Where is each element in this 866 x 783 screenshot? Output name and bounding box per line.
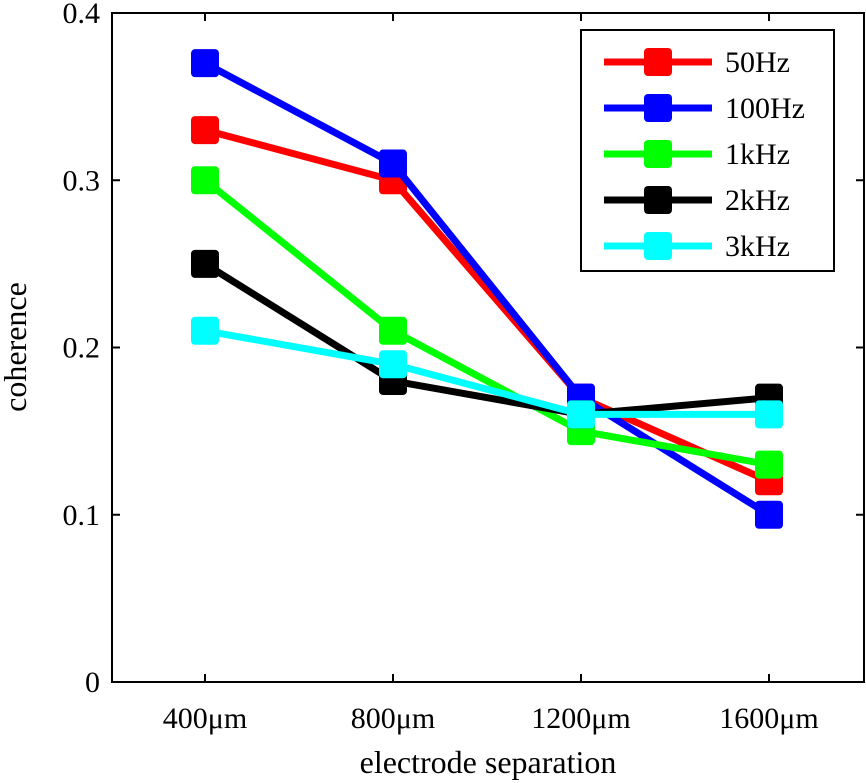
legend-marker-1khz — [644, 140, 672, 168]
y-tick-label: 0.1 — [63, 499, 101, 532]
legend-label-3khz: 3kHz — [725, 230, 790, 263]
y-tick-label: 0.4 — [63, 0, 101, 30]
legend-marker-2khz — [644, 186, 672, 214]
data-point-3khz — [567, 400, 595, 429]
legend-marker-50hz — [644, 48, 672, 76]
series-layer — [191, 49, 783, 529]
data-point-3khz — [191, 316, 219, 345]
x-tick-label: 400μm — [163, 702, 247, 735]
series-line-2khz — [203, 260, 770, 418]
data-point-3khz — [755, 400, 783, 429]
data-point-100hz — [191, 49, 219, 78]
series-line-50hz — [204, 126, 771, 485]
series-line-100hz — [203, 60, 771, 518]
data-point-2khz — [191, 249, 219, 278]
data-point-1khz — [191, 166, 219, 195]
x-tick-label: 800μm — [351, 702, 435, 735]
data-point-3khz — [379, 350, 407, 379]
legend-marker-100hz — [644, 94, 672, 122]
y-axis-title: coherence — [0, 282, 33, 412]
y-tick-label: 0.3 — [63, 164, 101, 197]
series-line-3khz — [204, 327, 769, 418]
x-tick-label: 1200μm — [531, 702, 630, 735]
legend-label-100hz: 100Hz — [725, 92, 805, 125]
data-point-50hz — [191, 116, 219, 145]
series-line-1khz — [202, 177, 770, 469]
data-point-100hz — [755, 500, 783, 529]
legend-marker-3khz — [644, 232, 672, 260]
legend: 50Hz 100Hz 1kHz 2kHz 3kHz — [580, 29, 835, 272]
data-point-1khz — [379, 316, 407, 345]
data-point-1khz — [755, 450, 783, 479]
legend-label-1khz: 1kHz — [725, 138, 790, 171]
legend-label-2khz: 2kHz — [725, 184, 790, 217]
x-tick-label: 1600μm — [719, 702, 818, 735]
x-axis-title: electrode separation — [360, 744, 617, 780]
legend-label-50hz: 50Hz — [725, 46, 790, 79]
y-axis: 0 0.1 0.2 0.3 0.4 — [63, 0, 864, 699]
x-axis: 400μm 800μm 1200μm 1600μm — [163, 13, 819, 735]
data-point-100hz — [379, 149, 407, 178]
y-tick-label: 0.2 — [63, 332, 101, 365]
y-tick-label: 0 — [85, 666, 100, 699]
